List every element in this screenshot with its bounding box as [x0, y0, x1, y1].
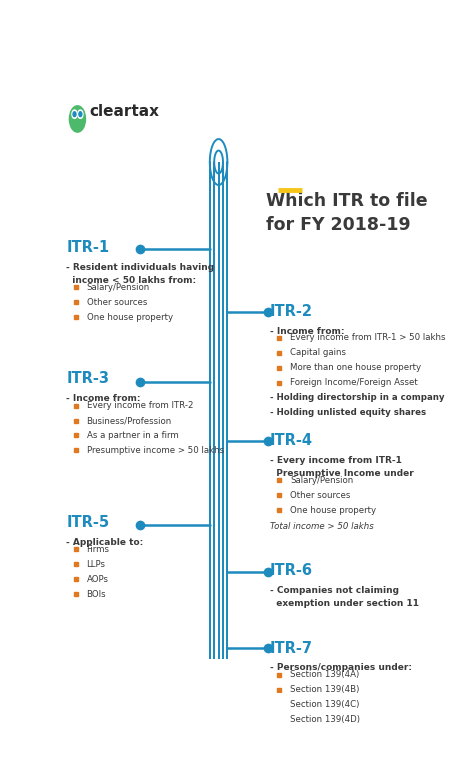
Circle shape: [70, 106, 86, 132]
Circle shape: [73, 112, 76, 117]
Text: Every income from ITR-2: Every income from ITR-2: [87, 401, 193, 410]
Text: Total income > 50 lakhs: Total income > 50 lakhs: [270, 522, 374, 531]
Circle shape: [78, 110, 83, 118]
Text: Foreign Income/Foreign Asset: Foreign Income/Foreign Asset: [290, 378, 418, 387]
Text: exemption under section 11: exemption under section 11: [270, 599, 419, 608]
Text: ITR-4: ITR-4: [270, 433, 313, 448]
Text: Capital gains: Capital gains: [290, 348, 346, 357]
Text: cleartax: cleartax: [89, 104, 159, 120]
Text: - Income from:: - Income from:: [66, 394, 141, 403]
Text: - Income from:: - Income from:: [270, 326, 344, 336]
Text: Section 139(4A): Section 139(4A): [290, 671, 359, 679]
Text: Presumptive income > 50 lakhs: Presumptive income > 50 lakhs: [87, 446, 224, 455]
Text: ITR-3: ITR-3: [66, 371, 109, 386]
Text: Section 139(4B): Section 139(4B): [290, 685, 359, 694]
Text: BOIs: BOIs: [87, 590, 106, 598]
Text: Other sources: Other sources: [290, 491, 350, 500]
Text: - Companies not claiming: - Companies not claiming: [270, 586, 399, 594]
Text: As a partner in a firm: As a partner in a firm: [87, 431, 178, 440]
Text: AOPs: AOPs: [87, 574, 109, 584]
Text: ITR-7: ITR-7: [270, 641, 313, 656]
Text: Presumptive Income under: Presumptive Income under: [270, 469, 414, 478]
Text: Salary/Pension: Salary/Pension: [290, 476, 353, 485]
Text: Firms: Firms: [87, 545, 110, 554]
Text: Other sources: Other sources: [87, 298, 147, 307]
Text: Salary/Pension: Salary/Pension: [87, 283, 150, 291]
Text: One house property: One house property: [290, 506, 376, 514]
Text: More than one house property: More than one house property: [290, 364, 421, 372]
Text: ITR-2: ITR-2: [270, 304, 313, 319]
Text: for FY 2018-19: for FY 2018-19: [266, 216, 411, 234]
Text: - Applicable to:: - Applicable to:: [66, 538, 144, 547]
Text: - Resident individuals having: - Resident individuals having: [66, 263, 215, 271]
Text: Which ITR to file: Which ITR to file: [266, 192, 428, 210]
Text: - Persons/companies under:: - Persons/companies under:: [270, 664, 412, 672]
Text: LLPs: LLPs: [87, 559, 105, 569]
Text: Every income from ITR-1 > 50 lakhs: Every income from ITR-1 > 50 lakhs: [290, 333, 446, 343]
Text: - Every income from ITR-1: - Every income from ITR-1: [270, 456, 402, 465]
Text: income < 50 lakhs from:: income < 50 lakhs from:: [66, 276, 197, 284]
Text: - Holding unlisted equity shares: - Holding unlisted equity shares: [270, 408, 426, 416]
Text: ITR-5: ITR-5: [66, 515, 110, 530]
Text: - Holding directorship in a company: - Holding directorship in a company: [270, 393, 445, 402]
Text: Section 139(4D): Section 139(4D): [290, 715, 360, 724]
Text: Business/Profession: Business/Profession: [87, 416, 172, 425]
Text: Section 139(4C): Section 139(4C): [290, 700, 359, 709]
Circle shape: [79, 112, 82, 117]
Text: ITR-6: ITR-6: [270, 563, 313, 578]
Circle shape: [72, 110, 77, 118]
Text: One house property: One house property: [87, 312, 173, 322]
Text: ITR-1: ITR-1: [66, 240, 110, 255]
